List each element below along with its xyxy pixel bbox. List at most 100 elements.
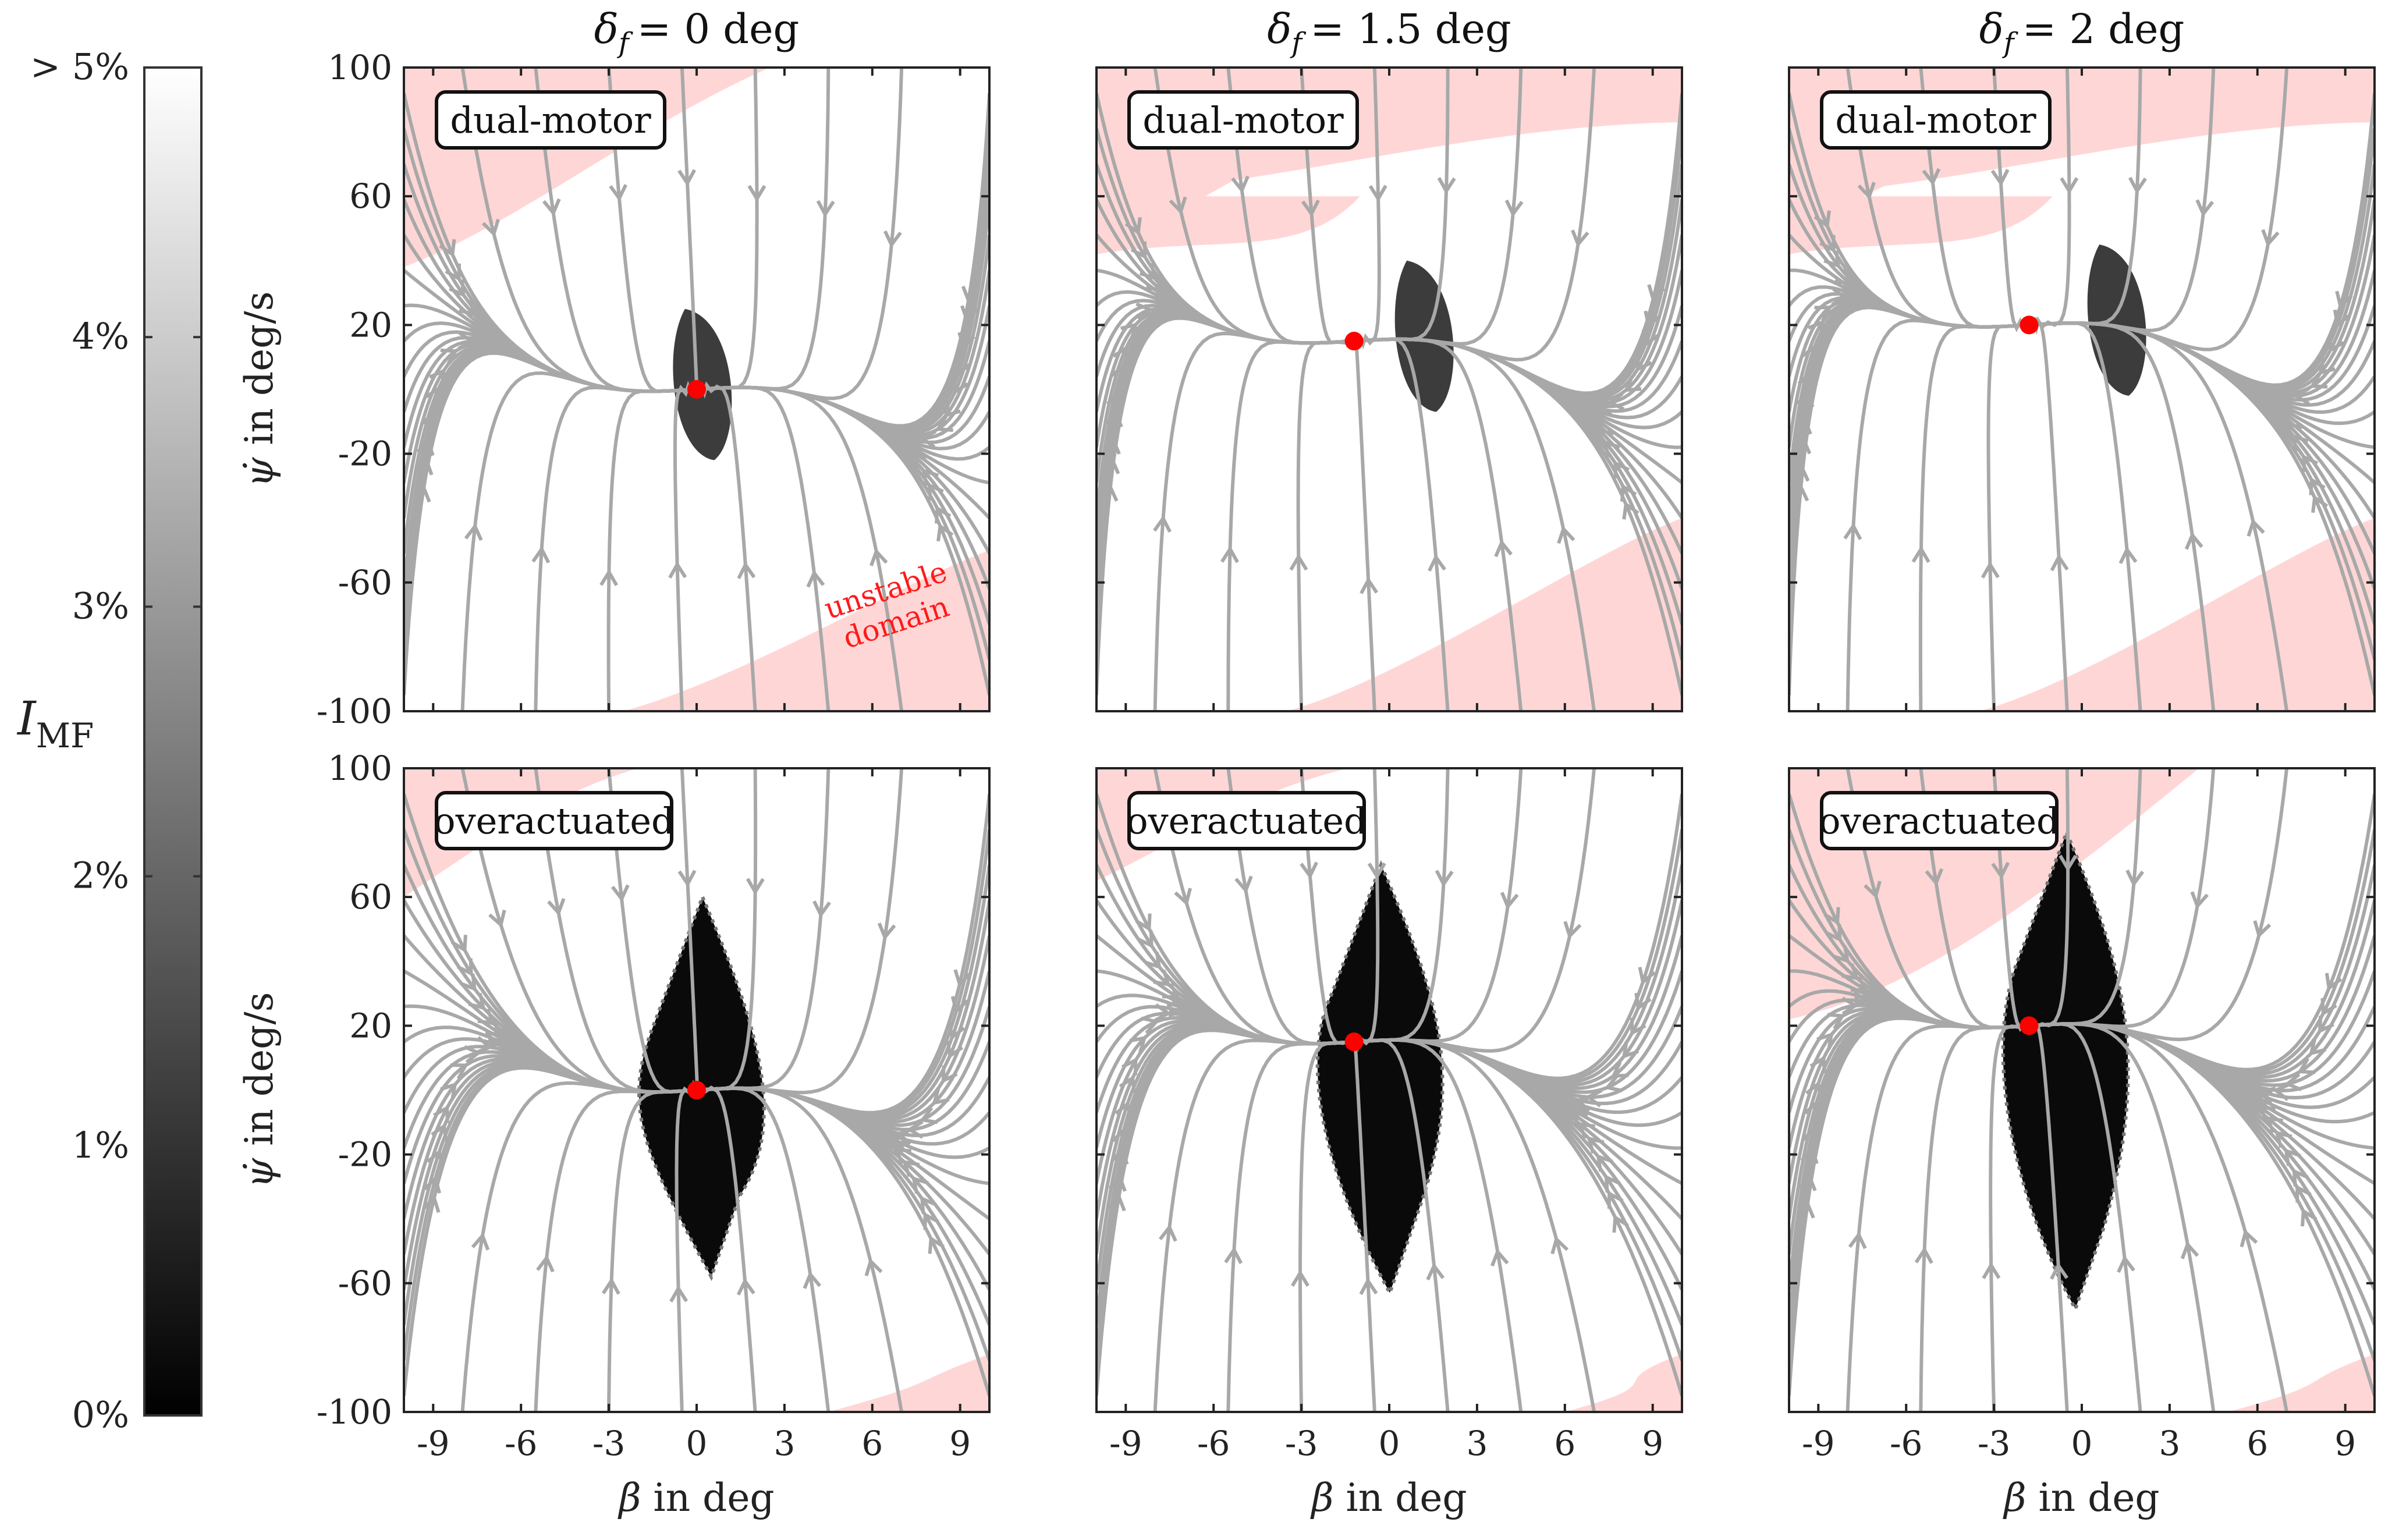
streamline-arrow	[2247, 518, 2265, 537]
streamline	[2028, 1017, 2069, 1412]
streamline-arrow	[422, 1194, 441, 1213]
streamline-arrow	[1368, 184, 1387, 203]
streamline	[460, 1081, 694, 1412]
x-tick-label: 6	[2247, 1424, 2268, 1463]
equilibrium-point	[1344, 332, 1364, 351]
streamline-arrow	[2125, 869, 2145, 888]
streamline	[1989, 1021, 2030, 1412]
streamline-arrow	[1234, 875, 1253, 894]
streamline-arrow	[1110, 1146, 1129, 1165]
x-axis-label: β in deg	[1309, 1475, 1467, 1520]
y-tick-label: 100	[328, 48, 392, 87]
streamline-arrow	[747, 184, 766, 203]
streamline	[2028, 316, 2069, 711]
streamline	[1153, 1038, 1358, 1412]
streamline	[1354, 340, 1376, 711]
colorbar: > 5% 4% 3% 2% 1% 0% IMF	[16, 45, 203, 1436]
streamline-arrow	[2050, 553, 2069, 572]
streamline-arrow	[1504, 199, 1524, 218]
x-tick-label: 0	[686, 1424, 708, 1463]
panel-label: overactuated	[434, 800, 674, 842]
streamline-arrow	[2253, 920, 2272, 939]
streamline-arrow	[2128, 176, 2147, 195]
colorbar-tick-label: 0%	[72, 1393, 129, 1436]
streamline-arrow	[877, 922, 896, 941]
streamline	[680, 768, 700, 1092]
streamline	[1351, 1038, 1596, 1412]
equilibrium-point	[1344, 1032, 1364, 1052]
unstable-region	[1286, 518, 1682, 711]
colorbar-tick-label: 4%	[72, 315, 129, 357]
x-tick-label: -9	[1802, 1424, 1835, 1463]
x-tick-label: -6	[505, 1424, 538, 1463]
streamline-arrow	[677, 169, 697, 187]
y-tick-label: 60	[349, 176, 392, 216]
streamline-arrow	[1823, 907, 1840, 925]
streamline	[675, 1079, 698, 1412]
panel-overactuated-col0: overactuated 100 60 20 -20 -60 -100 -9 -6 -3 0 3 6 9 β…	[237, 748, 991, 1520]
streamline	[606, 388, 698, 711]
x-tick-label: 6	[861, 1424, 883, 1463]
streamline-arrow	[542, 198, 561, 217]
colorbar-gradient	[143, 66, 203, 1417]
streamline-arrow	[1911, 545, 1930, 563]
streamline	[2028, 321, 2142, 711]
streamline-arrow	[1231, 175, 1250, 194]
streamline-arrow	[1169, 196, 1187, 215]
streamline-arrow	[609, 184, 628, 202]
panel-overactuated-col2: overactuated -9 -6 -3 0 3 6 9 β in deg	[1788, 767, 2376, 1520]
x-axis-label: β in deg	[617, 1475, 774, 1520]
streamline-arrow	[1300, 861, 1319, 879]
panel-label-box	[1127, 90, 1359, 150]
streamline	[1918, 323, 2027, 711]
x-tick-label: 9	[2334, 1424, 2356, 1463]
streamline-arrow	[1563, 921, 1582, 939]
streamline-arrow	[806, 569, 825, 588]
streamline-arrow	[1109, 363, 1128, 382]
streamline-arrow	[2050, 1262, 2068, 1280]
streamline-arrow	[1129, 1035, 1147, 1053]
streamline-arrow	[1428, 553, 1446, 572]
streamline-arrow	[1584, 1088, 1603, 1108]
streamline-arrow	[2335, 290, 2353, 310]
streamline-arrow	[953, 969, 972, 988]
streamline	[1296, 337, 1355, 711]
streamline-arrow	[2272, 1083, 2291, 1101]
streamline-arrow	[2060, 177, 2079, 195]
colorbar-tick-label: 2%	[72, 854, 129, 897]
streamline-arrow	[1857, 182, 1876, 200]
y-tick-label: -60	[338, 563, 392, 602]
streamline-arrow	[1864, 881, 1882, 899]
panel-dual-motor-col0: unstabledomaindual-motor1006020-20-60-10…	[237, 5, 991, 731]
panel-label-box	[1127, 791, 1366, 850]
streamline-arrow	[1224, 1246, 1243, 1264]
streamline-arrow	[1813, 210, 1831, 229]
streamline-arrow	[910, 452, 928, 470]
streamline-arrow	[450, 935, 467, 953]
streamline-arrow	[961, 285, 980, 304]
panel-label: overactuated	[1819, 800, 2059, 842]
low-impact-region	[2003, 832, 2128, 1310]
streamline-arrow	[2180, 1241, 2199, 1259]
panel-label-box	[1820, 791, 2059, 850]
streamline	[1351, 768, 1450, 1044]
streamline-arrow	[1359, 1277, 1378, 1296]
streamline-arrow	[1843, 522, 1862, 541]
streamline-arrow	[746, 878, 765, 896]
streamline-arrow	[2190, 891, 2209, 910]
streamline-arrow	[450, 1063, 469, 1080]
streamline-arrow	[1982, 1262, 2001, 1279]
x-axis-label: β in deg	[2002, 1475, 2159, 1520]
equilibrium-point	[2020, 1016, 2039, 1035]
streamline	[1846, 318, 2027, 711]
streamline-arrow	[488, 910, 506, 928]
streamline-arrow	[1360, 576, 1379, 595]
streamline-arrow	[1367, 862, 1386, 880]
streamline	[1353, 1041, 1376, 1412]
y-tick-label: -20	[338, 1135, 392, 1174]
y-axis-label: ψ̇ in deg/s	[237, 992, 282, 1188]
streamline-arrow	[1550, 1236, 1569, 1255]
streamline-arrow	[420, 411, 438, 430]
x-tick-label: -9	[1109, 1424, 1142, 1463]
streamline-arrow	[1922, 168, 1941, 186]
